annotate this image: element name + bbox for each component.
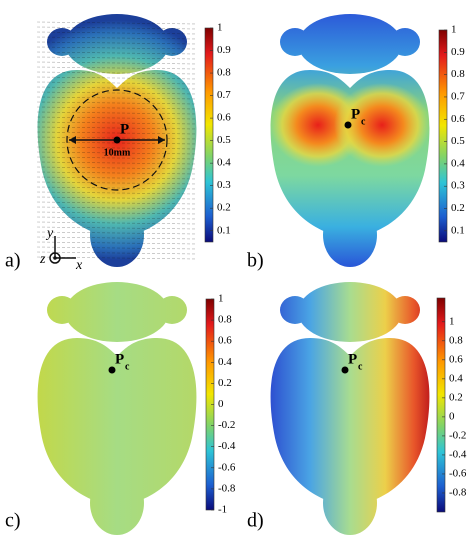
brain-render [270,14,430,267]
point-label: P [115,351,124,367]
panels: 10mm yz x P 1 0.9 0.8 0.7 0.6 0.5 0.4 0.3 0.2 0.1 a) Pc… [5,14,467,535]
axis-label: y [45,226,54,241]
colorbar-tick-label: 0.9 [451,46,465,58]
colorbar-tick-label: 1 [451,24,457,36]
figure: 10mm yz x P 1 0.9 0.8 0.7 0.6 0.5 0.4 0.3 0.2 0.1 a) Pc… [0,0,468,540]
panel-label: a) [5,250,21,272]
colorbar-tick-label: 0.9 [217,44,231,56]
colorbar-tick-label: 0.1 [451,224,465,236]
panel: 10mm yz x P 1 0.9 0.8 0.7 0.6 0.5 0.4 0.3 0.2 0.1 a) [5,14,231,273]
center-point [109,367,116,374]
brain-surface [38,282,197,535]
center-point [342,367,349,374]
axis-label: x [75,258,83,273]
point-label: P [351,106,360,122]
colorbar-tick-label: 0.7 [217,89,231,101]
colorbar-tick-label: -0.4 [449,448,467,460]
colorbar-tick-label: 0.3 [217,179,231,191]
colorbar-tick-label: -0.4 [218,440,236,452]
colorbar-tick-label: 0.7 [451,90,465,102]
colorbar-tick-label: -0.8 [449,487,467,499]
colorbar-tick-label: 0.4 [218,356,232,368]
point-subscript: c [358,361,363,372]
point-label: P [348,351,357,367]
colorbar-tick-label: -0.8 [218,482,236,494]
colorbar-tick-label: -0.6 [449,467,467,479]
colorbar-tick-label: -0.2 [449,429,466,441]
colorbar-tick-label: 0.2 [451,202,465,214]
center-point [114,137,121,144]
colorbar-tick-label: -0.6 [218,461,236,473]
colorbar-tick-label: 0.2 [218,377,232,389]
colorbar-tick-label: 1 [449,315,455,327]
colorbar-tick-label: 0.8 [217,67,231,79]
colorbar-tick-label: 0.8 [451,68,465,80]
colorbar-tick-label: 0.2 [449,391,463,403]
colorbar-tick-label: 0.4 [449,372,463,384]
colorbar [437,298,445,512]
colorbar-tick-label: 0.8 [449,334,463,346]
colorbar-tick-label: 0.8 [218,314,232,326]
colorbar-tick-label: -0.2 [218,419,235,431]
colorbar-tick-label: -1 [218,504,227,516]
colorbar-tick-label: 0.1 [217,224,231,236]
axis-label: z [39,252,46,267]
colorbar-tick-label: 0.5 [217,134,231,146]
colorbar-tick-label: 0 [449,410,455,422]
colorbar-tick-label: 1 [217,22,223,34]
colorbar-tick-label: 0.6 [451,113,465,125]
center-point [345,122,352,129]
point-label: P [120,121,129,137]
colorbar-tick-label: 0.4 [451,157,465,169]
colorbar-tick-label: 0.3 [451,180,465,192]
colorbar-tick-label: 0.6 [217,112,231,124]
colorbar-tick-label: 1 [218,293,224,305]
brain-render [271,282,430,535]
scale-label: 10mm [104,147,131,158]
point-subscript: c [361,116,366,127]
panel-label: d) [247,510,264,532]
colorbar-tick-label: 0.6 [218,335,232,347]
brain-surface [271,282,430,535]
colorbar [205,28,213,242]
panel-label: c) [5,510,21,532]
brain-render [38,282,197,535]
colorbar-tick-label: 0.4 [217,157,231,169]
point-subscript: c [125,361,130,372]
colorbar-tick-label: 0.6 [449,353,463,365]
colorbar-tick-label: 0 [218,398,224,410]
colorbar-tick-label: 0.5 [451,135,465,147]
colorbar [439,30,447,242]
panel-label: b) [247,250,264,272]
colorbar-tick-label: 0.2 [217,202,231,214]
